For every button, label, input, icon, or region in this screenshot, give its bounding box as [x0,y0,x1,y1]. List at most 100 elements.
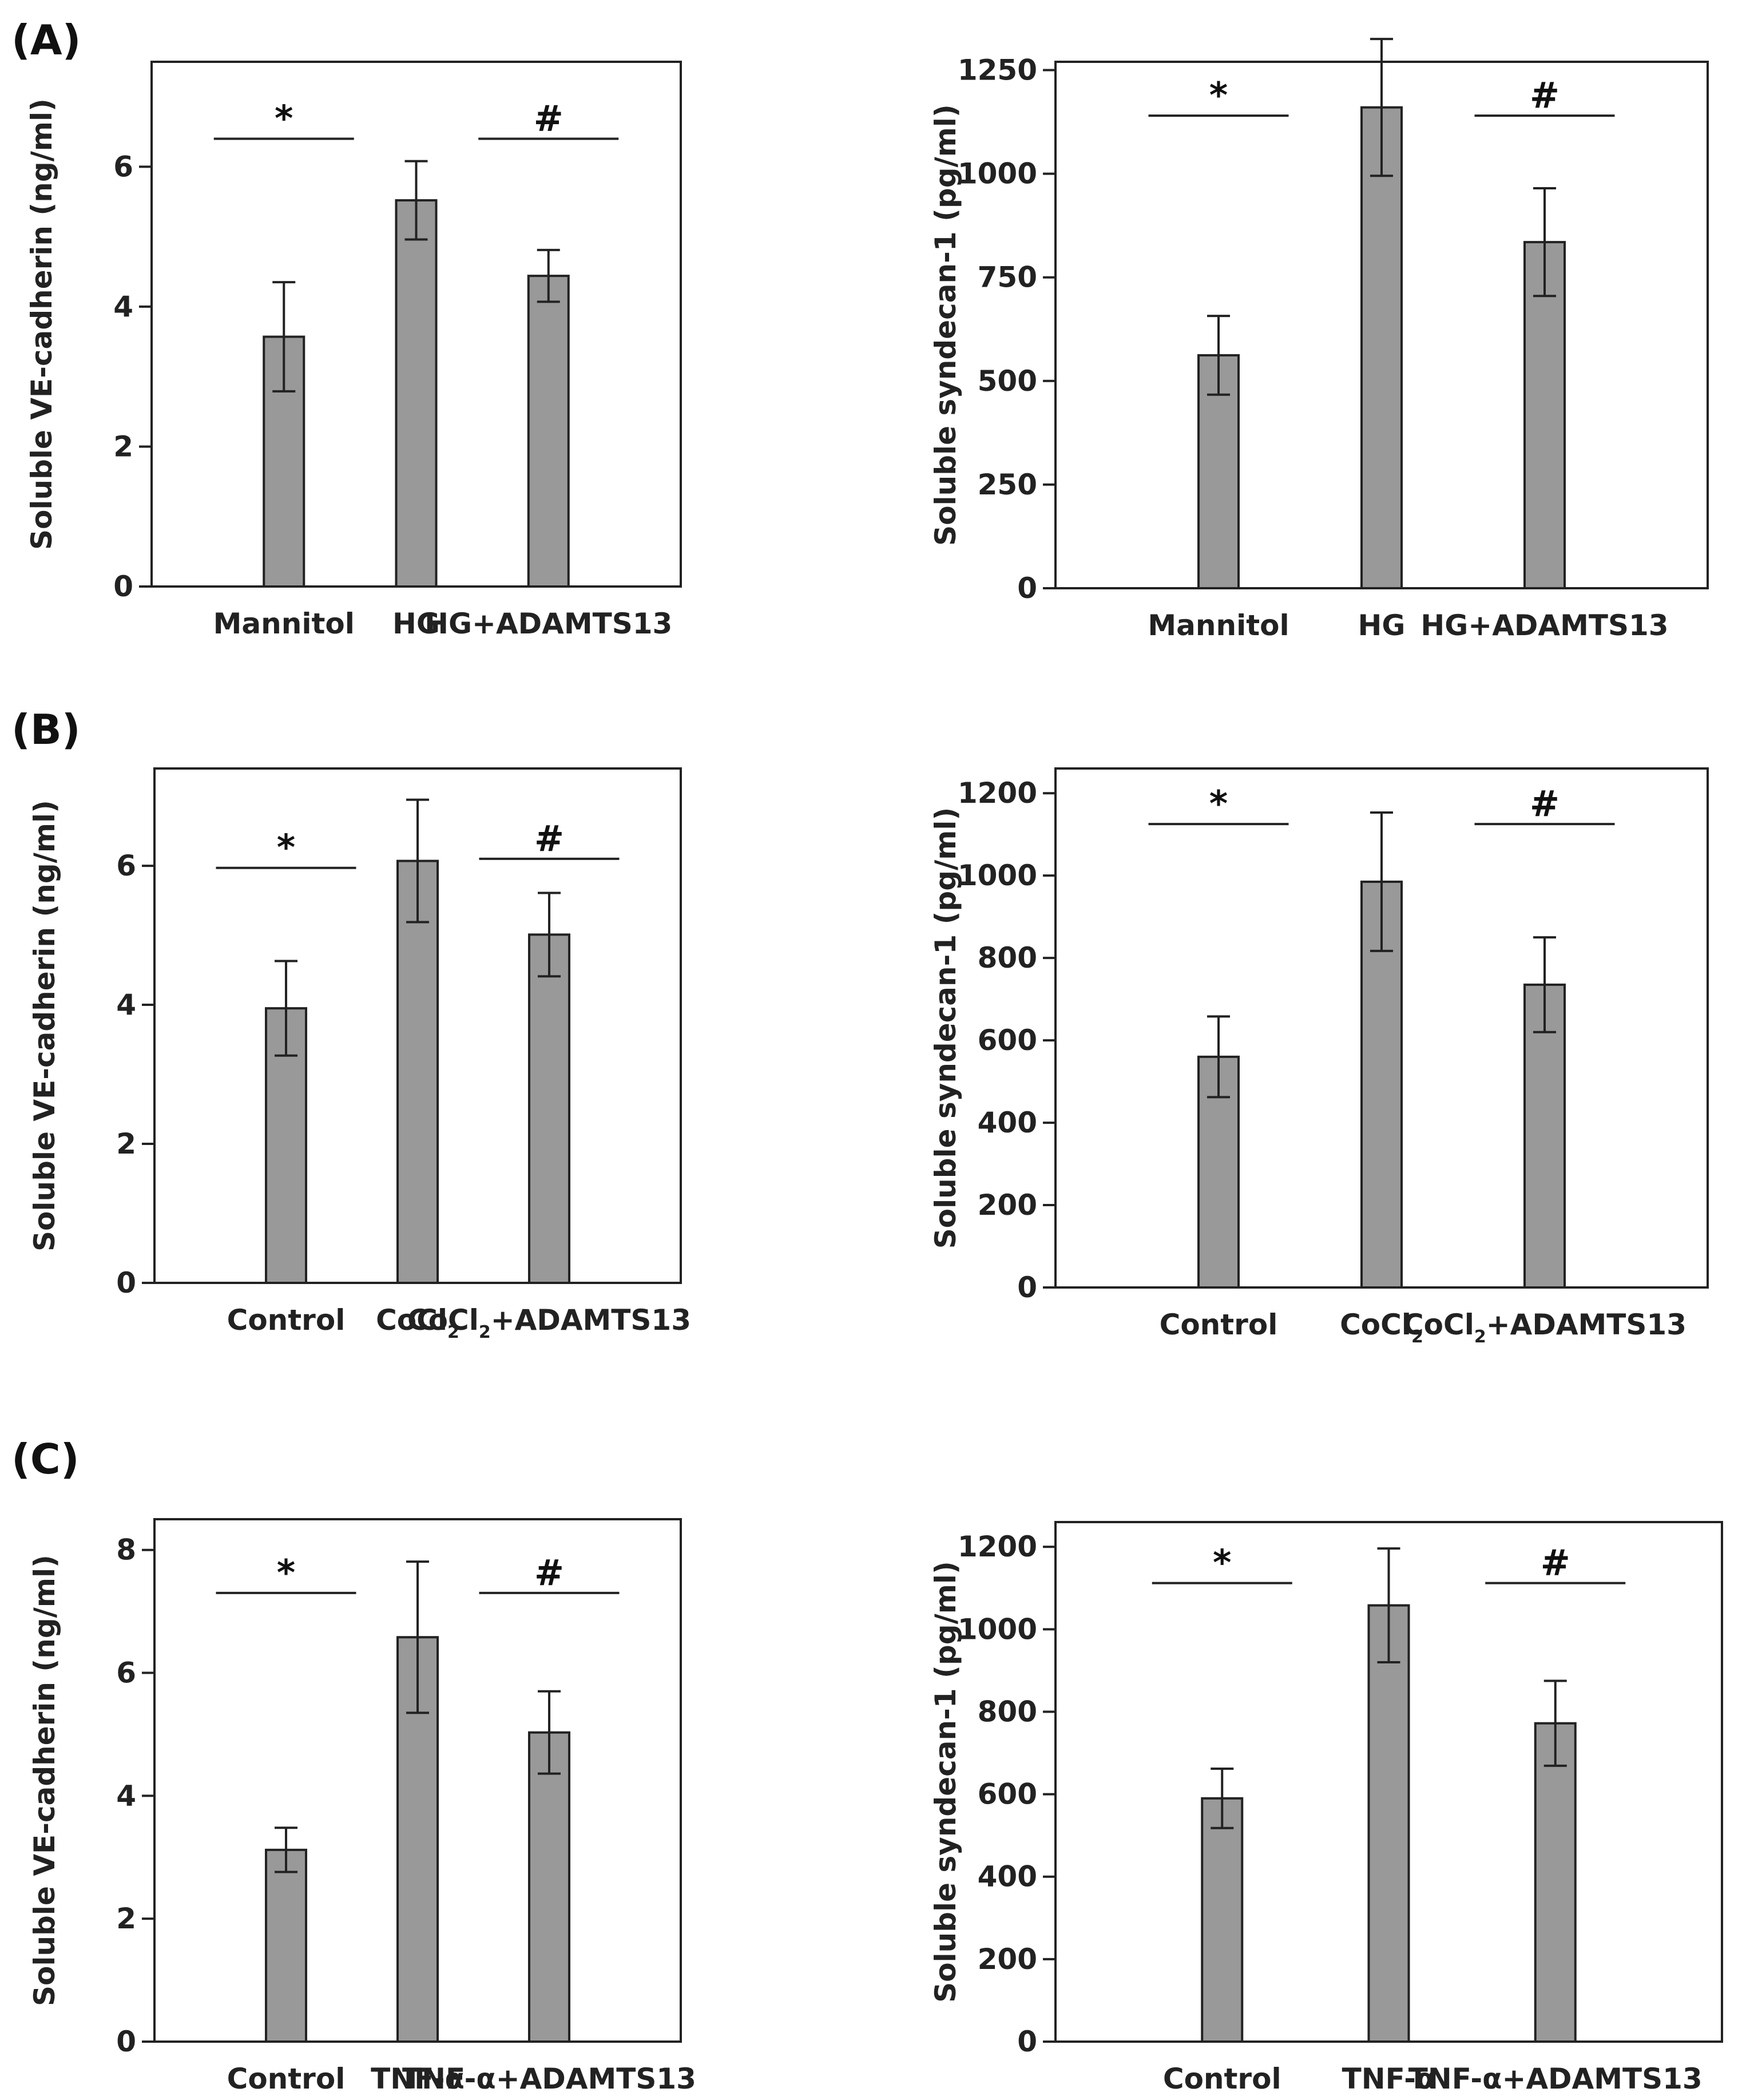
x-category-label: HG+ADAMTS13 [424,607,672,640]
bar-2 [1367,1604,1410,2043]
significance-symbol: # [534,818,564,859]
category-subscript: 2 [1411,1327,1423,1347]
significance-symbol: * [1209,783,1228,825]
panel-label-1: (A) [11,16,81,64]
bar-3 [1534,1722,1577,2043]
x-category-label: TNF-α [371,2062,465,2095]
category-subscript: 2 [479,1322,491,1342]
bar-2 [395,199,438,588]
bar-1 [1197,1055,1240,1289]
x-category-label: Mannitol [213,607,355,640]
category-main: TNF-α+ADAMTS13 [402,2062,696,2095]
x-category-label: Control [1160,1308,1278,1341]
category-main: Control [1160,1308,1278,1341]
x-category-label: CoCl2 [376,1303,459,1342]
y-tick-label: 1200 [958,1530,1037,1563]
y-tick-label: 800 [978,1695,1037,1728]
category-main: TNF-α+ADAMTS13 [1408,2062,1703,2095]
category-main: TNF-α [1342,2062,1436,2095]
category-main: HG [1358,609,1406,642]
category-suffix: +ADAMTS13 [1486,1308,1686,1341]
bar-2 [1360,106,1403,589]
x-category-label: HG+ADAMTS13 [1420,609,1668,642]
y-tick-label: 1000 [958,1612,1037,1646]
y-tick-label: 0 [116,1266,136,1299]
y-tick-label: 2 [116,1902,136,1935]
x-category-label: Control [227,2062,346,2095]
y-tick-label: 600 [978,1024,1037,1057]
x-category-label: TNF-α+ADAMTS13 [1408,2062,1703,2095]
x-category-label: CoCl2+ADAMTS13 [407,1303,691,1342]
y-tick-label: 500 [978,364,1037,398]
category-main: HG [392,607,440,640]
significance-symbol: * [277,827,295,869]
significance-symbol: # [1541,1542,1570,1584]
significance-symbol: # [1530,74,1559,116]
y-tick-label: 4 [113,290,133,323]
y-tick-label: 0 [116,2025,136,2058]
category-main: Control [227,1303,346,1337]
y-tick-label: 1250 [958,53,1037,86]
bar-3 [1523,983,1566,1289]
y-tick-label: 6 [116,1657,136,1690]
y-tick-label: 8 [116,1534,136,1567]
y-tick-label: 2 [116,1127,136,1160]
category-main: TNF-α [371,2062,465,2095]
y-axis-title: Soluble syndecan-1 (pg/ml) [929,1561,962,2003]
significance-symbol: * [1209,74,1228,116]
category-main: Control [1163,2062,1281,2095]
category-main: CoCl [1403,1308,1474,1341]
x-category-label: HG [392,607,440,640]
category-main: CoCl [1340,1308,1411,1341]
bar-3 [528,933,570,1284]
y-tick-label: 4 [116,1779,136,1812]
y-tick-label: 800 [978,941,1037,974]
y-tick-label: 400 [978,1860,1037,1893]
category-subscript: 2 [447,1322,459,1342]
y-tick-label: 6 [116,849,136,882]
x-category-label: Control [1163,2062,1281,2095]
y-tick-label: 200 [978,1943,1037,1976]
x-category-label: HG [1358,609,1406,642]
significance-symbol: # [534,1552,564,1594]
y-axis-title: Soluble VE-cadherin (ng/ml) [25,98,58,550]
panel-label-3: (C) [11,1435,80,1483]
category-main: Mannitol [1148,609,1289,642]
chart-3: 0 2 4 6 Soluble VE-cadherin (ng/ml) Control Co… [28,767,691,1342]
y-axis-title: Soluble syndecan-1 (pg/ml) [929,807,962,1249]
x-category-label: Control [227,1303,346,1337]
bar-1 [265,1848,307,2043]
significance-symbol: * [275,97,293,139]
y-tick-label: 4 [116,988,136,1021]
significance-symbol: * [277,1552,295,1594]
y-tick-label: 2 [113,430,133,463]
bar-3 [527,275,570,588]
bar-1 [1201,1797,1244,2043]
y-tick-label: 0 [1017,2025,1037,2058]
bar-2 [396,859,439,1284]
y-tick-label: 1200 [958,776,1037,810]
y-tick-label: 750 [978,261,1037,294]
y-tick-label: 0 [1017,572,1037,605]
y-tick-label: 400 [978,1106,1037,1139]
y-tick-label: 6 [113,150,133,183]
panel-label-2: (B) [11,706,81,754]
y-axis-title: Soluble syndecan-1 (pg/ml) [929,104,962,546]
significance-symbol: * [1213,1542,1231,1584]
y-tick-label: 0 [113,570,133,603]
y-tick-label: 0 [1017,1271,1037,1304]
x-category-label: Mannitol [1148,609,1289,642]
x-category-label: TNF-α+ADAMTS13 [402,2062,696,2095]
y-axis-title: Soluble VE-cadherin (ng/ml) [28,1555,61,2006]
x-category-label: TNF-α [1342,2062,1436,2095]
category-main: CoCl [407,1303,479,1337]
chart-2: 0 250 500 750 1000 1250 Soluble syndecan-1 (pg… [929,38,1709,642]
significance-symbol: # [534,97,564,139]
y-tick-label: 600 [978,1778,1037,1811]
chart-5: 0 2 4 6 8 Soluble VE-cadherin (ng/ml) Control T… [28,1518,696,2095]
category-suffix: +ADAMTS13 [491,1303,691,1337]
category-main: CoCl [376,1303,447,1337]
